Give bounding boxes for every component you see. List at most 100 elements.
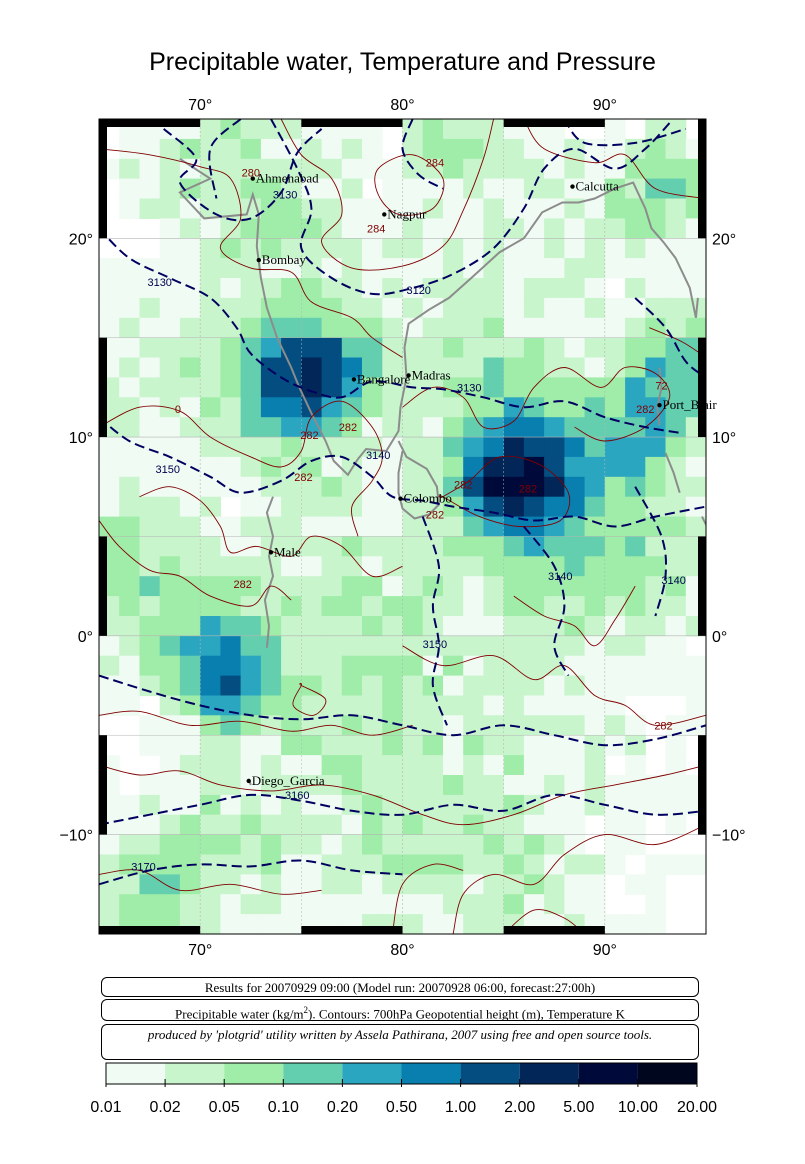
longitude-tick-label: 80°	[390, 942, 414, 959]
field-cell	[503, 317, 525, 339]
field-cell	[220, 675, 242, 697]
field-cell	[139, 655, 161, 677]
field-cell	[179, 377, 201, 398]
field-cell	[584, 536, 606, 557]
field-cell	[341, 755, 363, 776]
field-cell	[362, 874, 383, 895]
field-cell	[564, 854, 586, 875]
field-cell	[139, 476, 161, 498]
map-frame	[98, 118, 707, 935]
field-cell	[645, 258, 667, 279]
field-cell	[321, 397, 343, 418]
field-cell	[321, 536, 343, 557]
field-cell	[382, 496, 404, 518]
field-cell	[402, 874, 424, 895]
field-cell	[301, 655, 323, 677]
field-cell	[159, 138, 181, 160]
field-cell	[483, 258, 505, 279]
field-cell	[503, 516, 525, 538]
city-label: Nagpur	[387, 206, 427, 221]
field-cell	[604, 675, 626, 697]
field-cell	[443, 655, 464, 677]
field-cell	[99, 278, 120, 299]
field-cell	[503, 178, 525, 200]
field-cell	[362, 775, 383, 796]
field-cell	[625, 556, 646, 577]
field-cell	[584, 397, 606, 418]
field-cell	[463, 814, 484, 836]
field-cell	[220, 437, 242, 458]
field-cell	[220, 616, 242, 637]
field-cell	[665, 119, 687, 140]
field-cell	[139, 735, 161, 756]
results-info-box: Results for 20070929 09:00 (Model run: 2…	[101, 977, 699, 997]
frame-bar-left	[99, 337, 107, 438]
field-cell	[260, 437, 282, 458]
field-cell	[564, 158, 586, 180]
field-cell	[665, 337, 687, 359]
city-marker-dot	[246, 778, 251, 784]
field-cell	[220, 516, 242, 538]
field-cell	[119, 377, 140, 398]
field-cell	[301, 715, 323, 736]
city-marker-dot	[268, 550, 274, 555]
field-cell	[604, 655, 626, 677]
field-cell	[625, 616, 646, 637]
field-cell	[544, 616, 565, 637]
field-cell	[604, 794, 626, 816]
field-cell	[483, 655, 505, 677]
temperature-contour-line	[99, 400, 383, 537]
field-cell	[260, 198, 282, 219]
field-cell	[99, 635, 120, 657]
field-cell	[402, 278, 424, 299]
field-cell	[240, 218, 262, 239]
map-gridlines	[99, 119, 706, 934]
field-cell	[625, 456, 646, 478]
field-cell	[200, 119, 221, 140]
field-cell	[382, 854, 404, 875]
field-cell	[139, 536, 161, 557]
temperature-contour-line	[402, 645, 706, 726]
city-marker-dot	[351, 377, 357, 382]
temperature-contour-label: 282	[636, 404, 654, 416]
field-cell	[665, 675, 687, 697]
colorbar-label: 0.02	[150, 1099, 181, 1116]
field-cell	[422, 655, 444, 677]
field-cell	[179, 775, 201, 796]
field-cell	[402, 794, 424, 816]
field-cell	[240, 138, 262, 160]
height-contour-line	[421, 516, 448, 726]
field-cell	[200, 536, 221, 557]
height-contour-line	[99, 416, 706, 528]
latitude-tick-label-right: 0°	[712, 629, 727, 646]
field-cell	[564, 695, 586, 716]
field-cell	[99, 894, 120, 915]
colorbar-label: 0.05	[209, 1099, 240, 1116]
field-cell	[119, 635, 140, 657]
field-cell	[200, 814, 221, 836]
field-cell	[179, 675, 201, 697]
field-cell	[159, 894, 181, 915]
field-cell	[260, 417, 282, 438]
field-cell	[483, 794, 505, 816]
field-cell	[301, 278, 323, 299]
field-cell	[99, 834, 120, 856]
field-cell	[665, 158, 687, 180]
field-cell	[564, 874, 586, 895]
temperature-contour-line	[139, 486, 403, 578]
field-cell	[625, 278, 646, 299]
field-cell	[604, 297, 626, 319]
field-cell	[665, 476, 687, 498]
colorbar-swatch	[165, 1063, 225, 1084]
field-cell	[139, 456, 161, 478]
field-cell	[240, 158, 262, 180]
latitude-tick-label-left: 10°	[69, 430, 93, 447]
field-cell	[483, 675, 505, 697]
field-cell	[443, 138, 464, 160]
field-cell	[119, 556, 140, 577]
field-cell	[483, 218, 505, 239]
field-cell	[281, 834, 302, 856]
field-cell	[604, 437, 626, 458]
field-cell	[645, 238, 667, 259]
field-cell	[341, 278, 363, 299]
